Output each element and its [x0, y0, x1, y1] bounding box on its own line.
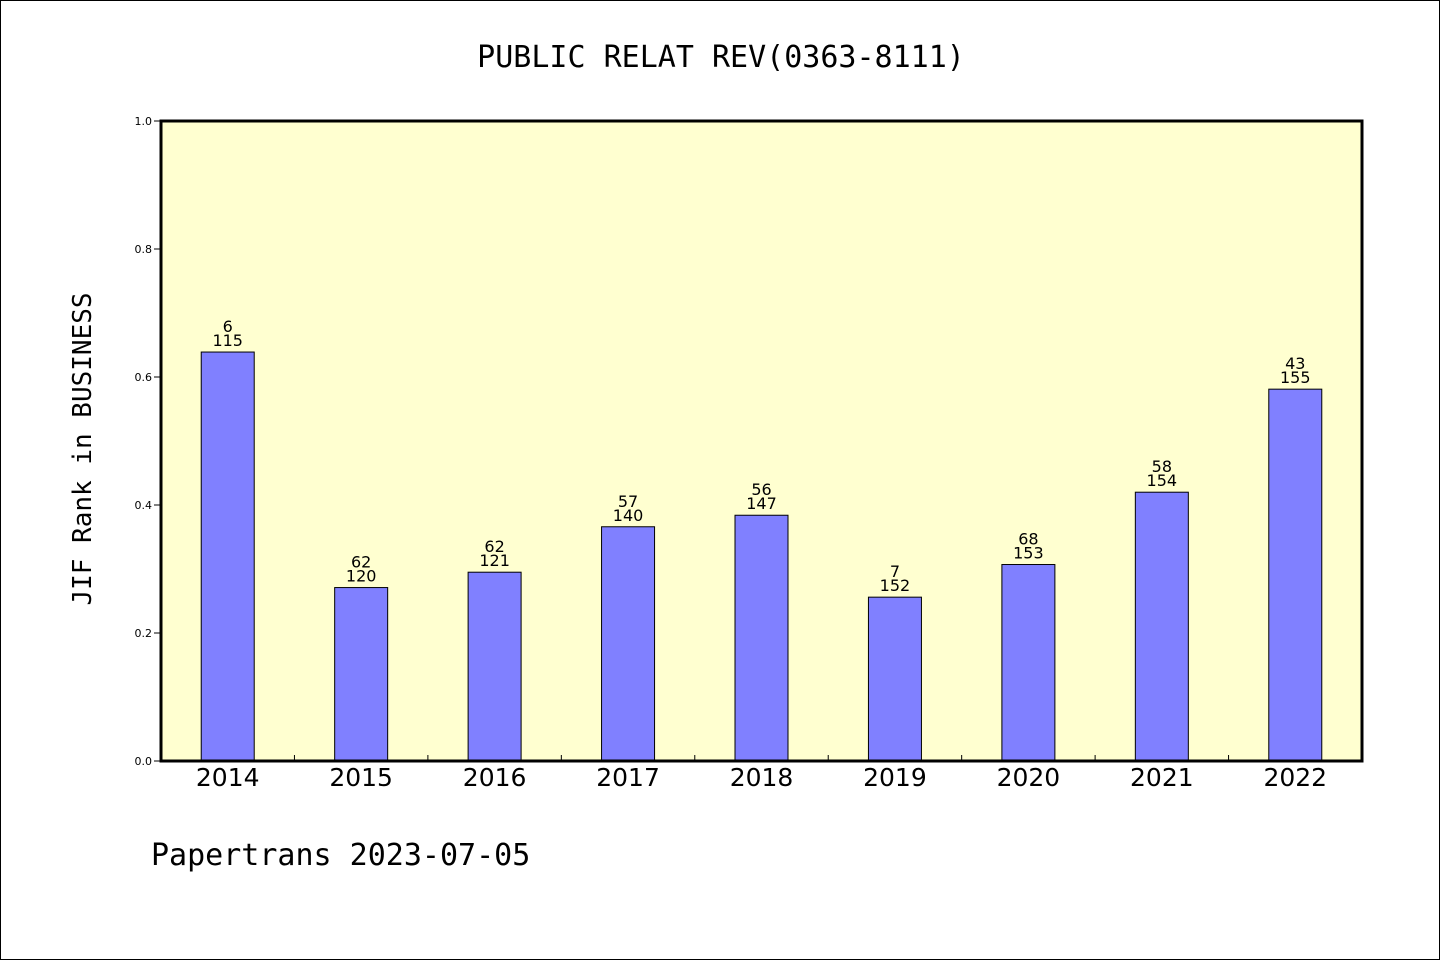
- y-tick-label-0.0: 0.0: [135, 755, 153, 768]
- data-label-rank-2014: 6: [223, 317, 233, 336]
- bar-2018: [734, 514, 789, 762]
- plot-frame: [159, 119, 1364, 763]
- footer-watermark: Papertrans 2023-07-05: [151, 838, 530, 873]
- x-tick-label-2020: 2020: [997, 763, 1061, 792]
- y-tick-label-1.0: 1.0: [135, 115, 153, 128]
- y-tick-label-0.4: 0.4: [135, 499, 153, 512]
- data-label-total-2021: 154: [1147, 471, 1178, 490]
- data-label-total-2020: 153: [1013, 544, 1044, 563]
- data-label-rank-2022: 43: [1285, 354, 1305, 373]
- data-label-rank-2019: 7: [890, 562, 900, 581]
- x-tick-label-2018: 2018: [730, 763, 794, 792]
- data-label-rank-2018: 56: [751, 480, 771, 499]
- data-label-total-2019: 152: [880, 576, 911, 595]
- bar-2019: [867, 596, 922, 762]
- bar-2022: [1268, 388, 1323, 762]
- data-label-total-2022: 155: [1280, 368, 1311, 387]
- data-label-rank-2016: 62: [484, 537, 504, 556]
- x-tick-label-2016: 2016: [463, 763, 527, 792]
- x-tick-label-2022: 2022: [1263, 763, 1327, 792]
- data-label-total-2014: 115: [212, 331, 243, 350]
- data-label-rank-2021: 58: [1152, 457, 1172, 476]
- data-label-total-2015: 120: [346, 567, 377, 586]
- y-axis-label: JIF Rank in BUSINESS: [68, 292, 98, 605]
- bar-2017: [601, 526, 656, 762]
- data-label-rank-2015: 62: [351, 553, 371, 572]
- data-label-rank-2017: 57: [618, 492, 638, 511]
- y-tick-label-0.2: 0.2: [135, 627, 153, 640]
- x-tick-label-2017: 2017: [596, 763, 660, 792]
- y-tick-label-0.8: 0.8: [135, 243, 153, 256]
- bar-2020: [1001, 564, 1056, 762]
- bar-2015: [334, 587, 389, 762]
- data-labels-group: 6115621206212157140561477152681535815443…: [212, 317, 1310, 595]
- y-tick-label-0.6: 0.6: [135, 371, 153, 384]
- data-label-total-2016: 121: [479, 551, 510, 570]
- data-label-total-2018: 147: [746, 494, 777, 513]
- x-tick-label-2021: 2021: [1130, 763, 1194, 792]
- data-label-total-2017: 140: [613, 506, 644, 525]
- x-tick-label-2019: 2019: [863, 763, 927, 792]
- x-tick-label-2015: 2015: [329, 763, 393, 792]
- bar-2014: [200, 351, 255, 762]
- chart-title: PUBLIC RELAT REV(0363-8111): [477, 40, 965, 75]
- bar-2021: [1134, 491, 1189, 762]
- x-axis-ticks: 2014 2015 2016 2017 2018 2019 2020 2021 2022: [196, 755, 1327, 792]
- bars-group: [200, 351, 1323, 762]
- data-label-rank-2020: 68: [1018, 530, 1038, 549]
- y-axis-ticks: 0.0 0.2 0.4 0.6 0.8 1.0: [135, 115, 161, 768]
- x-tick-label-2014: 2014: [196, 763, 260, 792]
- bar-2016: [467, 571, 522, 762]
